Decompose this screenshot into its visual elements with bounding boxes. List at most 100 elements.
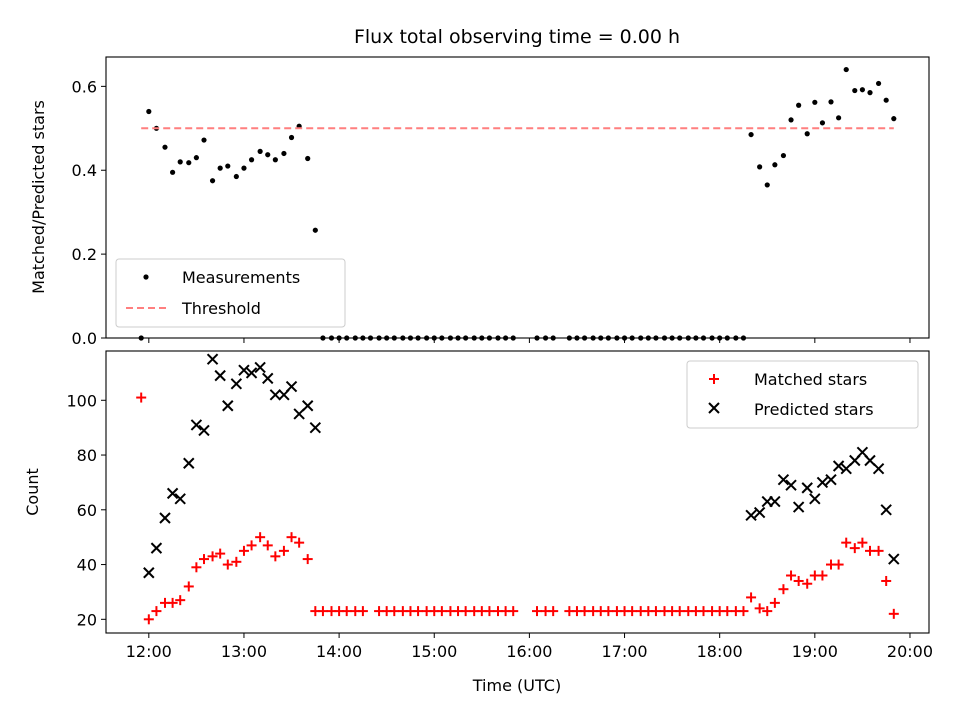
measurements-point: [177, 159, 183, 165]
matched-stars-point: [674, 606, 685, 617]
predicted-stars-point: [880, 504, 892, 516]
measurements-point: [186, 160, 192, 166]
predicted-stars-point: [190, 419, 203, 431]
top-y-axis-label: Matched/Predicted stars: [29, 100, 48, 294]
matched-stars-point: [484, 606, 495, 617]
matched-stars-point: [548, 606, 559, 617]
matched-stars-point: [579, 606, 590, 617]
top-x-ticks: [148, 338, 911, 343]
predicted-stars-point: [745, 509, 757, 521]
measurements-point: [201, 137, 207, 143]
predicted-stars-point: [801, 482, 813, 494]
chart-title: Flux total observing time = 0.00 h: [354, 26, 680, 48]
measurements-point: [305, 155, 311, 162]
matched-stars-point: [833, 559, 844, 570]
predicted-stars-point: [269, 389, 282, 401]
matched-stars-point: [793, 575, 804, 586]
measurements-point: [193, 155, 199, 161]
matched-stars-point: [849, 543, 860, 554]
matched-stars-point: [754, 603, 765, 614]
y-tick-label: 40: [77, 556, 97, 575]
matched-stars-point: [436, 606, 447, 617]
measurements-point: [819, 120, 826, 126]
matched-stars-point: [769, 597, 780, 608]
measurements-point: [780, 152, 787, 159]
measurements-point: [209, 178, 216, 184]
measurements-point: [170, 169, 176, 175]
matched-stars-point: [722, 606, 733, 617]
matched-stars-point: [294, 537, 305, 548]
measurements-point: [836, 115, 842, 121]
matched-stars-point: [413, 606, 424, 617]
predicted-stars-point: [840, 463, 852, 475]
matched-stars-point: [246, 540, 257, 551]
matched-stars-point: [286, 532, 297, 543]
predicted-stars-point: [174, 493, 186, 505]
legend-marker-measurements: [143, 274, 149, 280]
measurements-point: [843, 66, 849, 73]
x-tick-label: 13:00: [221, 642, 267, 661]
predicted-stars-point: [159, 512, 171, 524]
measurements-point: [265, 152, 271, 158]
bottom-legend: Matched stars Predicted stars: [686, 360, 919, 429]
measurements-point: [867, 90, 873, 96]
measurements-point: [852, 87, 858, 94]
matched-stars-point: [278, 545, 289, 556]
matched-stars-point: [881, 575, 892, 586]
predicted-stars-point: [245, 367, 258, 379]
predicted-stars-point: [809, 493, 821, 505]
measurements-point: [162, 144, 168, 150]
matched-stars-point: [603, 606, 614, 617]
y-tick-label: 0.6: [72, 77, 97, 96]
matched-stars-point: [802, 578, 813, 589]
matched-stars-point: [215, 548, 226, 559]
measurements-point: [804, 131, 810, 137]
matched-stars-point: [627, 606, 638, 617]
predicted-stars-point: [230, 378, 243, 390]
matched-stars-point: [357, 606, 368, 617]
y-tick-label: 80: [77, 446, 97, 465]
predicted-stars-point: [301, 400, 314, 412]
top-y-ticks: 0.0 0.2 0.4 0.6: [72, 77, 106, 348]
matched-stars-point: [857, 537, 868, 548]
measurements-point: [812, 99, 818, 105]
predicted-stars-point: [262, 372, 274, 385]
y-tick-label: 60: [77, 501, 97, 520]
x-tick-label: 17:00: [601, 642, 647, 661]
matched-stars-point: [698, 606, 709, 617]
matched-stars-point: [207, 551, 218, 562]
y-tick-label: 20: [77, 610, 97, 629]
matched-stars-point: [873, 545, 884, 556]
matched-stars-point: [888, 608, 899, 619]
bottom-legend-box: [686, 360, 919, 429]
predicted-stars-point: [198, 424, 210, 437]
matched-stars-point: [865, 545, 876, 556]
matched-stars-point: [270, 551, 281, 562]
matched-stars-point: [389, 606, 400, 617]
predicted-stars-point: [150, 542, 163, 554]
predicted-stars-point: [238, 364, 250, 376]
predicted-stars-point: [864, 454, 876, 467]
matched-stars-point: [317, 606, 328, 617]
top-legend: Measurements Threshold: [115, 258, 346, 328]
y-tick-label: 0.2: [72, 245, 97, 264]
x-axis-label: Time (UTC): [472, 676, 561, 695]
bottom-y-axis-label: Count: [23, 468, 42, 516]
predicted-stars-point: [143, 567, 155, 579]
measurements-point: [281, 150, 287, 157]
matched-stars-point: [175, 595, 186, 606]
predicted-stars-point: [753, 506, 766, 519]
matched-stars-point: [746, 592, 757, 603]
measurements-point: [891, 116, 897, 122]
y-tick-label: 0.0: [72, 329, 97, 348]
matched-stars-point: [762, 606, 773, 617]
matched-stars-point: [650, 606, 661, 617]
matched-stars-point: [817, 570, 828, 581]
measurements-point: [772, 162, 778, 168]
top-plot-marks: [138, 66, 897, 341]
predicted-stars-point: [309, 421, 322, 434]
top-axes-frame: [105, 56, 930, 339]
matched-stars-point: [231, 556, 242, 567]
legend-marker-matched: [709, 374, 719, 384]
